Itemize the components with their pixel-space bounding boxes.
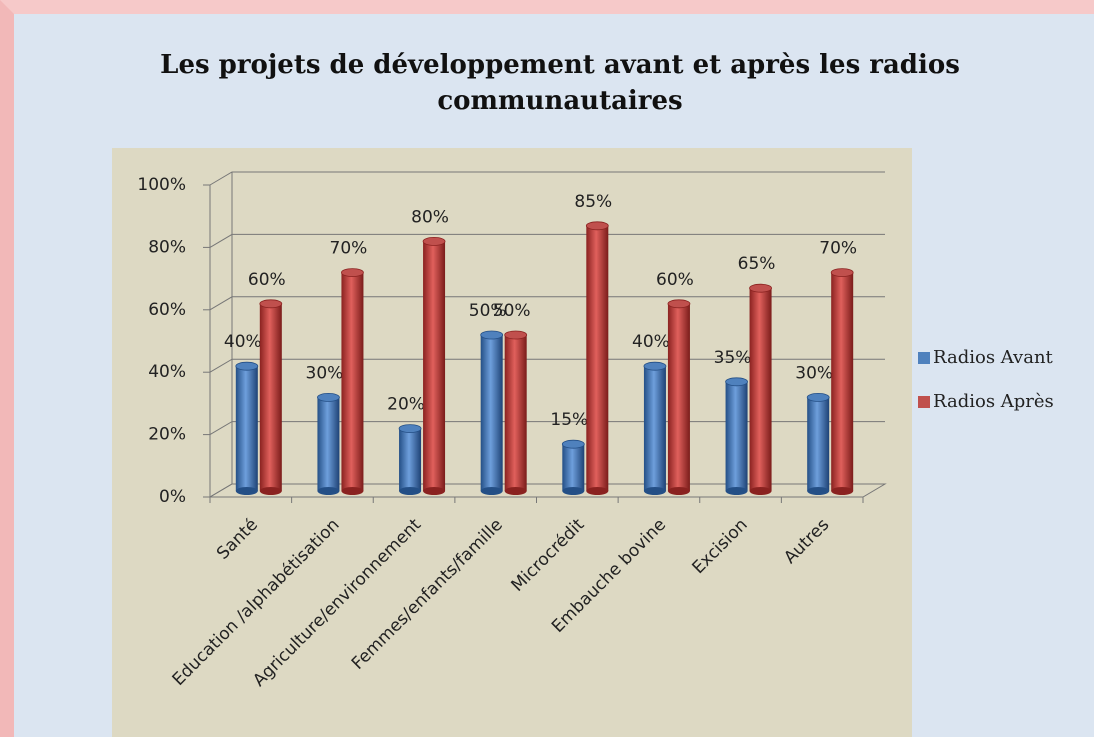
data-label: 70% (819, 239, 857, 259)
bar-cap (585, 221, 609, 231)
data-label: 85% (574, 192, 612, 212)
bar (504, 335, 527, 491)
chart-title: Les projets de développement avant et ap… (160, 50, 960, 80)
data-label: 65% (738, 254, 776, 274)
data-label: 30% (795, 363, 833, 383)
bar-base (807, 487, 830, 495)
bar-base (259, 487, 282, 495)
legend-swatch (918, 352, 930, 364)
bar-cap (830, 268, 854, 278)
y-tick-label: 100% (137, 175, 186, 195)
bar-base (831, 487, 854, 495)
bar-base (562, 487, 585, 495)
bar-base (643, 487, 666, 495)
bar-base (749, 487, 772, 495)
grid-line (209, 421, 885, 436)
bar (725, 381, 748, 491)
bar (749, 288, 772, 491)
bar (423, 241, 446, 491)
grid-line (209, 233, 885, 248)
bar-cap (806, 392, 830, 402)
y-tick-label: 40% (148, 362, 186, 382)
grid-line (209, 358, 885, 373)
bar (667, 303, 690, 491)
bar-cap (504, 330, 528, 340)
legend-label: Radios Avant (933, 347, 1054, 368)
bar-cap (259, 299, 283, 309)
data-label: 60% (248, 270, 286, 290)
bar-base (399, 487, 422, 495)
bar-base (480, 487, 503, 495)
bar (586, 225, 609, 492)
bar-cap (643, 361, 667, 371)
bar-cap (749, 283, 772, 293)
y-tick-label: 20% (148, 425, 186, 445)
bar-cap (341, 268, 364, 278)
bar (341, 272, 364, 491)
data-label: 15% (550, 410, 588, 430)
data-label: 30% (306, 363, 344, 383)
grid-line (209, 296, 885, 311)
data-label: 50% (493, 301, 531, 321)
bar (831, 272, 854, 491)
legend-label: Radios Après (933, 391, 1054, 412)
bar-cap (422, 236, 446, 246)
bar-cap (725, 377, 748, 387)
bar-base (725, 487, 748, 495)
data-label: 35% (714, 348, 752, 368)
bar-base (235, 487, 258, 495)
y-tick-label: 0% (159, 487, 186, 507)
chart-title: communautaires (437, 86, 682, 116)
bar-base (586, 487, 609, 495)
bar-cap (398, 424, 422, 434)
bar-cap (561, 439, 585, 449)
data-label: 80% (411, 207, 449, 227)
bar (480, 335, 503, 491)
data-label: 50% (469, 301, 507, 321)
y-tick-label: 60% (148, 300, 186, 320)
bar-cap (317, 392, 340, 402)
legend-swatch (918, 396, 930, 408)
bar-base (667, 487, 690, 495)
bar (235, 366, 258, 491)
data-label: 20% (387, 395, 425, 415)
bar-cap (667, 299, 691, 309)
bar (807, 397, 830, 491)
grid-line (209, 483, 885, 498)
bar (317, 397, 340, 491)
bar-base (423, 487, 446, 495)
bar (399, 428, 422, 491)
bar-base (341, 487, 364, 495)
data-label: 70% (330, 239, 368, 259)
data-label: 40% (224, 332, 262, 352)
y-tick-label: 80% (148, 237, 186, 257)
bar (562, 444, 585, 491)
bar-cap (480, 330, 504, 340)
bar-base (504, 487, 527, 495)
bar-base (317, 487, 340, 495)
bar-cap (235, 361, 259, 371)
grid-line (209, 171, 885, 186)
data-label: 40% (632, 332, 670, 352)
bar (259, 303, 282, 491)
data-label: 60% (656, 270, 694, 290)
bar (643, 366, 666, 491)
